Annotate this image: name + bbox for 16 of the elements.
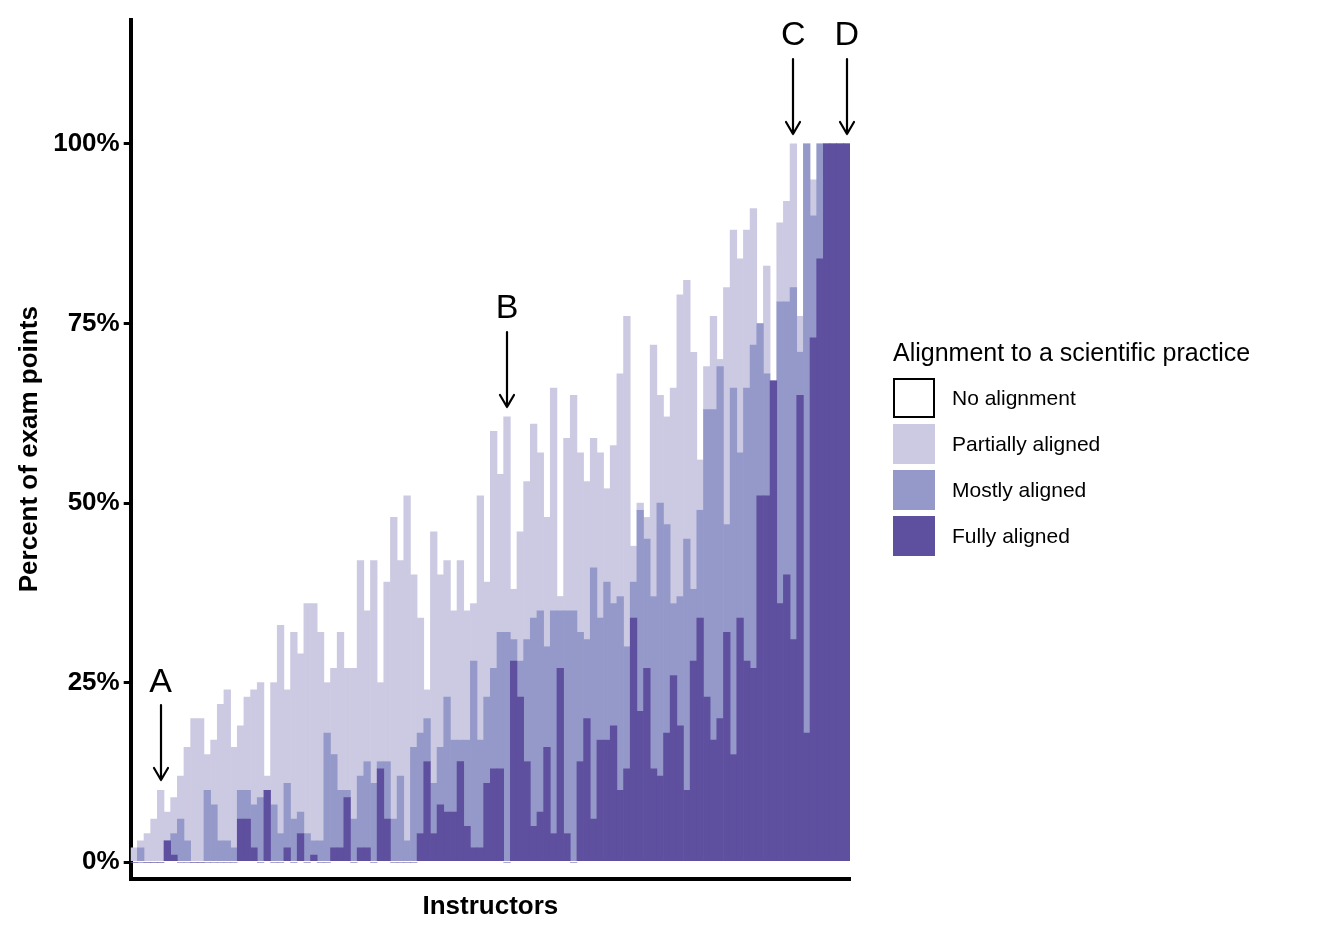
annotation: B: [495, 287, 519, 326]
x-axis-title: Instructors: [422, 889, 559, 920]
y-tick-label: 25%: [67, 665, 120, 696]
annotation: A: [149, 660, 173, 699]
y-tick-label: 75%: [67, 306, 120, 337]
legend-label: No alignment: [952, 386, 1076, 410]
y-tick-label: 100%: [53, 127, 120, 158]
legend-label: Mostly aligned: [952, 478, 1087, 502]
y-tick-label: 50%: [67, 486, 120, 517]
legend-label: Fully aligned: [952, 524, 1070, 548]
annotation: C: [781, 14, 806, 53]
legend-title: Alignment to a scientific practice: [893, 338, 1251, 367]
y-axis-title: Percent of exam points: [12, 306, 43, 593]
y-tick-label: 0%: [82, 845, 120, 876]
annotation: D: [834, 14, 859, 53]
legend-label: Partially aligned: [952, 432, 1101, 456]
